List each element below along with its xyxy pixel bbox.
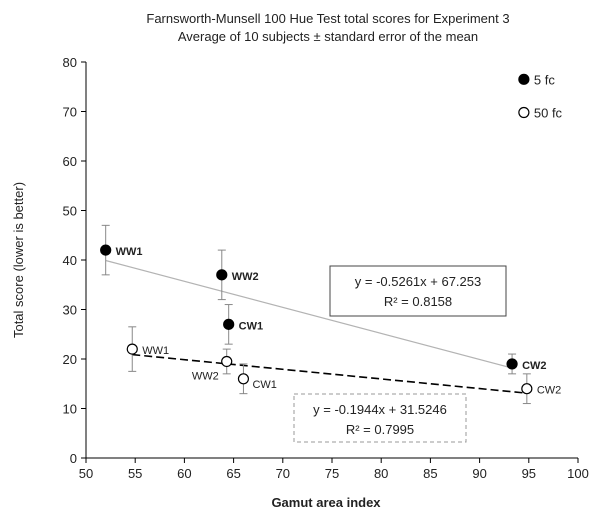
data-label: CW2	[537, 385, 561, 397]
equation-box	[293, 393, 467, 443]
x-tick-label: 65	[226, 466, 240, 481]
x-tick-label: 70	[276, 466, 290, 481]
trendline-5-fc	[105, 259, 513, 369]
x-axis-label: Gamut area index	[271, 495, 381, 510]
x-tick-label: 50	[79, 466, 93, 481]
regression-equation: y = -0.5261x + 67.253	[355, 274, 481, 289]
data-label: WW1	[142, 345, 169, 357]
regression-equation: y = -0.1944x + 31.5246	[313, 402, 447, 417]
y-tick-label: 10	[63, 402, 77, 417]
data-point	[223, 318, 235, 330]
legend-marker	[518, 73, 530, 85]
data-label: CW2	[522, 360, 546, 372]
y-tick-label: 60	[63, 154, 77, 169]
data-point	[521, 383, 533, 395]
equation-box	[329, 265, 507, 317]
x-tick-label: 100	[567, 466, 589, 481]
y-tick-label: 0	[70, 451, 77, 466]
data-label: WW2	[192, 370, 219, 382]
data-point	[221, 355, 233, 368]
data-label: WW2	[232, 271, 259, 283]
legend-marker	[518, 106, 530, 119]
trendline-50-fc	[132, 353, 527, 394]
data-point	[216, 269, 228, 281]
y-tick-label: 20	[63, 352, 77, 367]
y-axis-label: Total score (lower is better)	[11, 182, 26, 338]
r-squared: R² = 0.8158	[384, 294, 452, 309]
legend-label: 5 fc	[534, 72, 555, 87]
x-tick-label: 85	[423, 466, 437, 481]
x-tick-label: 60	[177, 466, 191, 481]
data-point	[100, 244, 112, 256]
x-tick-label: 95	[522, 466, 536, 481]
y-tick-label: 80	[63, 55, 77, 70]
chart-subtitle: Average of 10 subjects ± standard error …	[178, 29, 478, 44]
data-label: CW1	[239, 320, 263, 332]
r-squared: R² = 0.7995	[346, 422, 414, 437]
legend-label: 50 fc	[534, 105, 563, 120]
y-tick-label: 70	[63, 105, 77, 120]
chart-title: Farnsworth-Munsell 100 Hue Test total sc…	[146, 11, 509, 26]
x-tick-label: 55	[128, 466, 142, 481]
y-tick-label: 30	[63, 303, 77, 318]
data-label: WW1	[116, 246, 143, 258]
x-tick-label: 75	[325, 466, 339, 481]
y-tick-label: 50	[63, 204, 77, 219]
data-point	[506, 358, 518, 370]
data-label: CW1	[252, 379, 276, 391]
x-tick-label: 90	[472, 466, 486, 481]
x-tick-label: 80	[374, 466, 388, 481]
y-tick-label: 40	[63, 253, 77, 268]
data-point	[237, 373, 250, 385]
data-point	[126, 343, 138, 355]
